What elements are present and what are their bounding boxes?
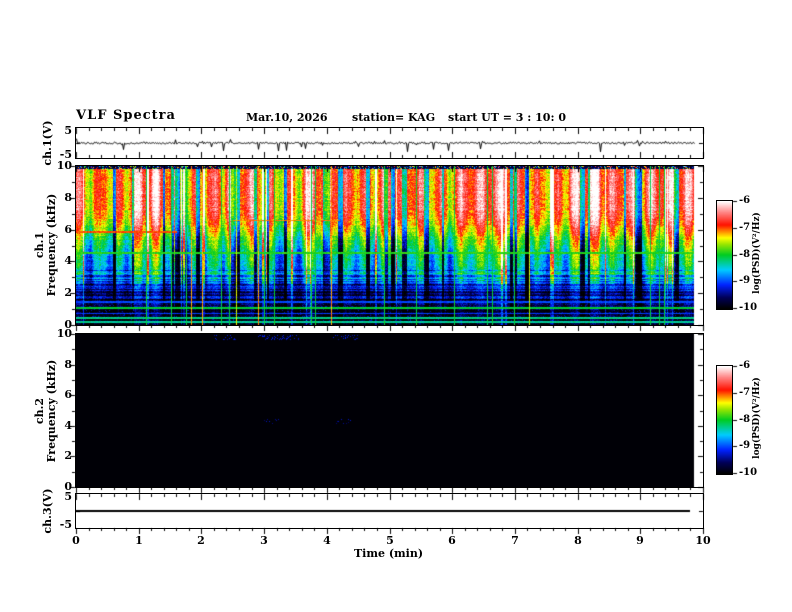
panel-ch3-voltage (75, 493, 704, 529)
panel-ch1-spectrogram (75, 165, 704, 326)
ch3-voltage-trace-canvas (76, 494, 703, 528)
colorbar-ch2-gradient-canvas (717, 366, 732, 474)
ylabel-ch2-frequency-line2: Frequency (kHz) (45, 359, 58, 463)
panel-ch1-voltage (75, 127, 704, 159)
x-tick-label: 2 (197, 534, 205, 547)
x-tick-label: 0 (72, 534, 80, 547)
freq-tick-label: 0 (64, 318, 72, 331)
x-tick-label: 4 (323, 534, 331, 547)
ylabel-ch3-voltage: ch.3(V) (41, 488, 54, 534)
x-tick-label: 9 (636, 534, 644, 547)
x-tick-label: 1 (135, 534, 143, 547)
x-tick-label: 10 (695, 534, 711, 547)
ylabel-ch1-frequency: ch.1 Frequency (kHz) (33, 175, 58, 315)
ch1-spectrogram-canvas (76, 166, 703, 325)
ch2-spectrogram-canvas (76, 334, 703, 487)
colorbar-ch1 (716, 200, 733, 310)
x-tick-label: 3 (260, 534, 268, 547)
ylabel-ch1-frequency-line2: Frequency (kHz) (45, 193, 58, 297)
x-tick-label: 7 (511, 534, 519, 547)
header-date: Mar.10, 2026 (246, 111, 328, 124)
ch1-voltage-trace-canvas (76, 128, 703, 158)
panel-ch2-spectrogram (75, 333, 704, 488)
ylabel-ch2-frequency: ch.2 Frequency (kHz) (33, 341, 58, 481)
colorbar-ch2 (716, 365, 733, 475)
ylabel-ch1-voltage: ch.1(V) (41, 120, 54, 166)
colorbar-ch1-gradient-canvas (717, 201, 732, 309)
x-tick-label: 6 (448, 534, 456, 547)
page-title: VLF Spectra (76, 108, 176, 123)
xlabel-time: Time (min) (354, 547, 424, 560)
x-tick-label: 5 (386, 534, 394, 547)
colorbar-ch1-label: log(PSD)(V²/Hz) (752, 212, 762, 294)
header-station: station= KAG (352, 111, 436, 124)
header-start-ut: start UT = 3 : 10: 0 (448, 111, 566, 124)
x-tick-label: 8 (574, 534, 582, 547)
freq-tick-label: 10 (56, 327, 72, 340)
colorbar-ch2-label: log(PSD)(V²/Hz) (752, 377, 762, 459)
